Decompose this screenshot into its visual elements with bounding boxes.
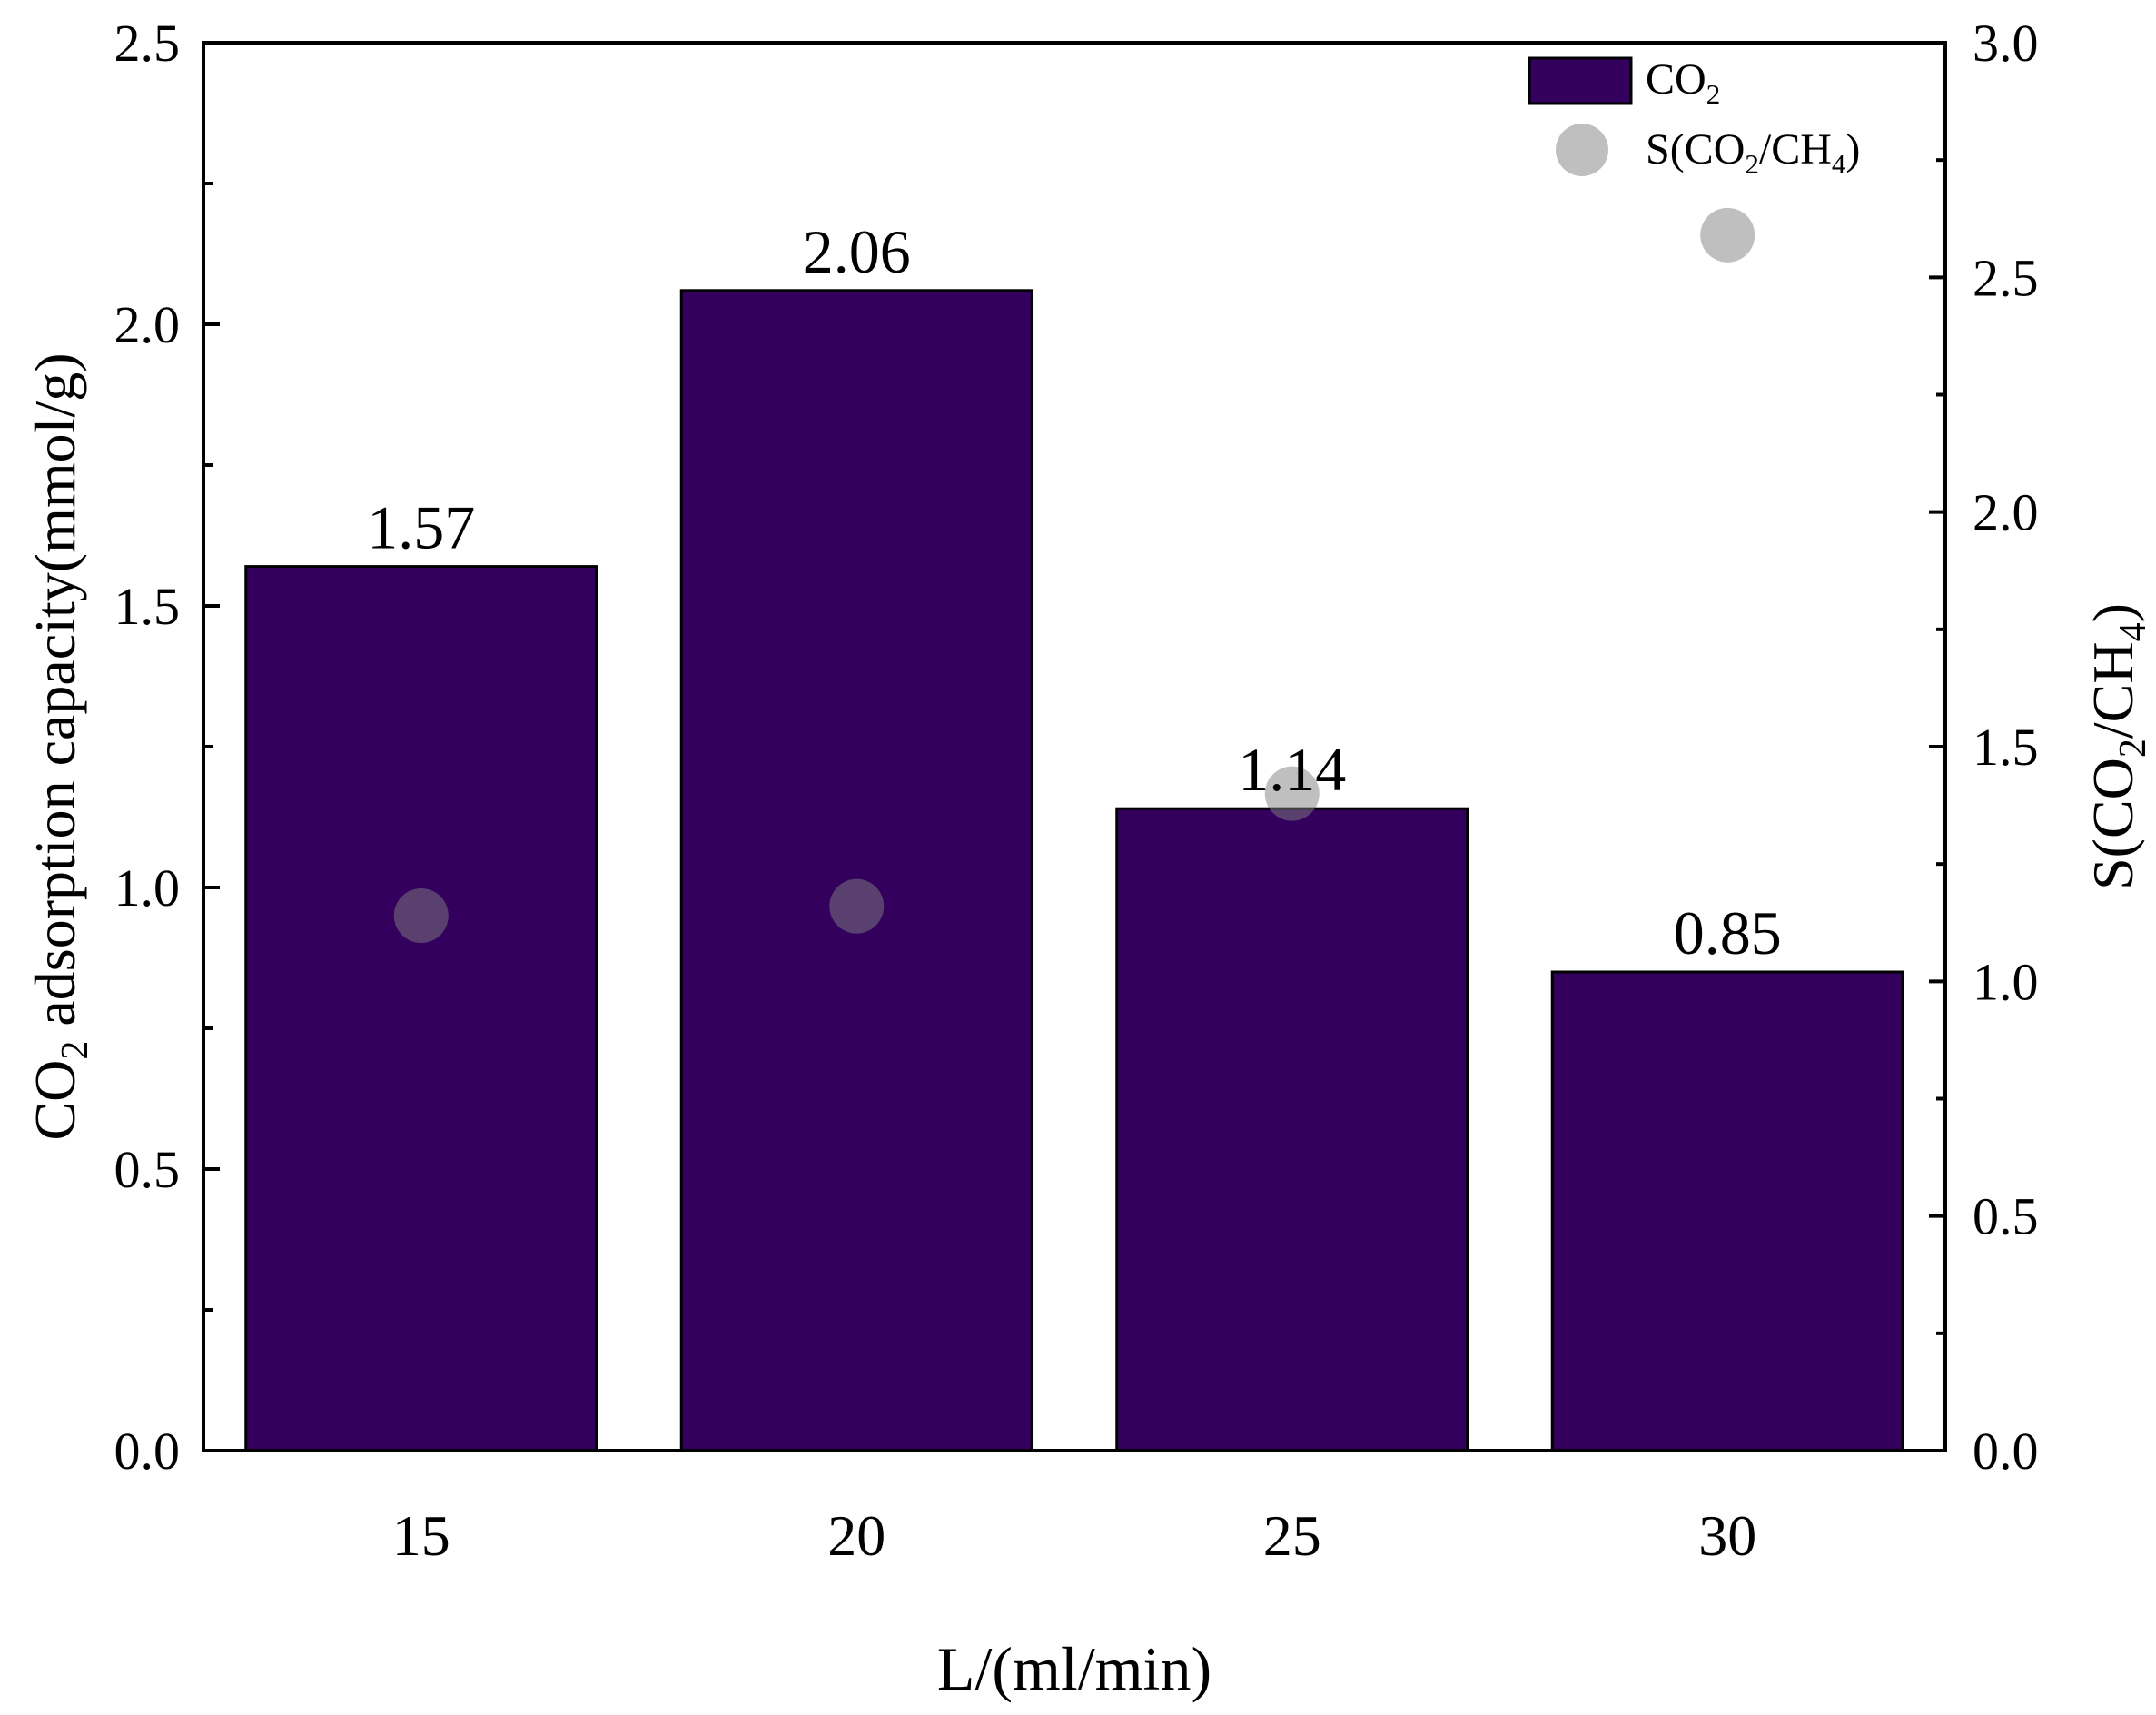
labels-layer: 1.57 2.06 1.14 0.85 [367,217,1782,967]
legend-swatch-co2 [1528,56,1633,105]
y-axis-title: CO2 adsorption capacity(mmol/g) [23,352,96,1140]
x-tick-label-30: 30 [1698,1503,1756,1568]
legend: CO2 S(CO2/CH4) [1528,55,1860,180]
y2-tick-label-3.0: 3.0 [1973,14,2039,73]
selectivity-point-30 [1700,207,1755,263]
y2-tick-label-0.0: 0.0 [1973,1422,2039,1481]
axis-titles: L/(ml/min) CO2 adsorption capacity(mmol/g… [23,352,2154,1703]
data-label-30: 0.85 [1674,898,1782,967]
points-layer [393,207,1755,943]
legend-label-co2: CO2 [1646,55,1720,110]
y2-tick-label-1.0: 1.0 [1973,952,2039,1011]
selectivity-point-20 [829,878,885,934]
data-label-15: 1.57 [367,493,475,562]
y-tick-label-0.0: 0.0 [114,1422,181,1481]
bar-30 [1550,970,1904,1452]
selectivity-point-15 [393,888,449,943]
x-axis-title: L/(ml/min) [937,1634,1212,1703]
y2-axis-title: S(CO2/CH4) [2081,603,2154,890]
selectivity-point-25 [1264,766,1320,821]
bar-15 [244,565,598,1452]
x-tick-label-25: 25 [1263,1503,1321,1568]
data-label-20: 2.06 [803,217,911,286]
y-tick-label-1.0: 1.0 [114,858,181,917]
y2-tick-label-1.5: 1.5 [1973,718,2039,777]
legend-label-selectivity: S(CO2/CH4) [1646,125,1860,180]
y2-tick-label-2.5: 2.5 [1973,248,2039,307]
y-tick-label-2.0: 2.0 [114,295,181,354]
axes-layer: 0.0 0.5 1.0 1.5 2.0 2.5 0.0 0.5 1.0 1.5 2.0 2.5 3.0 1… [114,14,2039,1568]
legend-marker-selectivity [1556,124,1608,176]
bars-layer [244,289,1904,1452]
data-label-25: 1.14 [1238,735,1346,804]
y-tick-label-2.5: 2.5 [114,14,181,73]
y-tick-label-0.5: 0.5 [114,1140,181,1199]
y2-tick-label-0.5: 0.5 [1973,1187,2039,1246]
y2-tick-label-2.0: 2.0 [1973,483,2039,542]
x-tick-label-20: 20 [827,1503,885,1568]
x-tick-label-15: 15 [392,1503,450,1568]
y-tick-label-1.5: 1.5 [114,577,181,636]
bar-25 [1115,807,1469,1452]
bar-20 [679,289,1033,1452]
